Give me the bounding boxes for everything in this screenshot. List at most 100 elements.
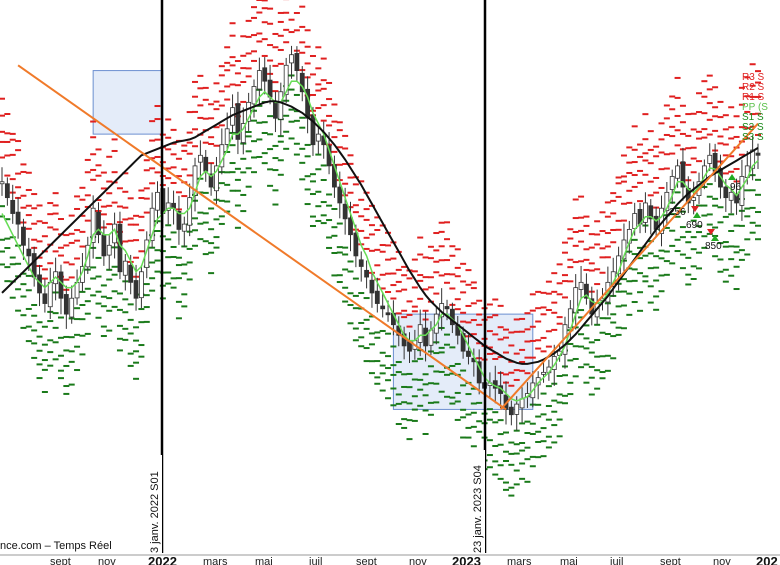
candle-body (117, 223, 123, 273)
candle-body (519, 398, 525, 409)
candle-body (348, 217, 353, 236)
sr-label: R2 S (742, 82, 765, 93)
candle-body (364, 269, 369, 278)
month-label: nov (409, 556, 427, 565)
annotation-label: 256 (669, 207, 686, 218)
moving-average-short (1, 80, 759, 402)
candle-body (63, 294, 69, 315)
candle-body (669, 176, 675, 190)
month-label: juil (609, 556, 623, 565)
candle-body (353, 232, 359, 257)
candle-body (578, 281, 584, 290)
candle-body (648, 205, 654, 220)
sr-label: R1 S (742, 92, 765, 103)
month-label: nov (98, 556, 116, 565)
candle-body (10, 199, 16, 214)
candle-body (675, 165, 680, 179)
candle-body (208, 173, 214, 188)
annotation-label: 850 (705, 241, 722, 252)
signal-annotations: 256 690 850 96 (669, 174, 742, 252)
candle-body (385, 312, 391, 316)
year-label: 202 (756, 554, 778, 565)
candle-body (203, 156, 209, 172)
month-label: mai (255, 556, 273, 565)
candle-body (90, 207, 96, 243)
candle-body (289, 54, 294, 64)
down-arrow-icon (707, 229, 715, 235)
candle-body (176, 211, 182, 230)
up-arrow-icon (728, 174, 736, 180)
candle-body (133, 280, 139, 299)
candle-body (374, 290, 380, 304)
candle-body (294, 53, 300, 71)
candle-body (4, 183, 10, 199)
candle-body (224, 128, 230, 145)
month-label: mai (560, 556, 578, 565)
candle-body (664, 191, 670, 212)
candle-body (267, 79, 273, 98)
sr-label: S1 S (742, 112, 764, 123)
sr-label: S3 S (742, 132, 764, 143)
down-arrow-icon (691, 206, 699, 212)
candle-body (337, 186, 343, 204)
candle-body (128, 264, 134, 283)
downtrend-line (17, 64, 507, 411)
candle-body (283, 64, 289, 96)
candle-body (106, 244, 112, 256)
candle-body (214, 165, 219, 192)
candle-body (149, 207, 155, 242)
sr-label: S2 S (742, 122, 764, 133)
candle-body (643, 202, 648, 223)
annotation-label: 96 (730, 182, 742, 193)
trend-lines (17, 64, 759, 411)
source-label: nce.com – Temps Réel (0, 540, 112, 552)
candle-body (460, 333, 466, 352)
candle-body (139, 271, 144, 299)
candle-body (240, 123, 246, 143)
candle-body (380, 305, 386, 310)
candle-body (310, 114, 316, 146)
candle-body (21, 226, 26, 246)
candle-body (256, 70, 262, 90)
year-label: 2022 (148, 554, 177, 565)
x-axis: sept nov 2022 mars mai juil sept nov 202… (50, 554, 778, 565)
sr-label: PP (S (742, 102, 768, 113)
candle-body (444, 306, 450, 310)
candle-body (680, 161, 686, 188)
candle-body (96, 211, 101, 236)
period-marker-2023: 23 janv. 2023 S04 (472, 465, 484, 553)
candle-body (144, 239, 150, 268)
candle-body (155, 191, 160, 211)
candle-body (58, 271, 64, 299)
candle-body (101, 234, 107, 257)
up-arrow-icon (693, 212, 701, 218)
candle-body (423, 327, 428, 347)
year-label: 2023 (452, 554, 481, 565)
month-label: sept (660, 556, 681, 565)
uptrend-line (499, 122, 759, 411)
candle-body (235, 103, 241, 140)
month-label: mars (507, 556, 532, 565)
candle-body (246, 101, 252, 122)
candle-body (187, 197, 193, 226)
month-label: sept (50, 556, 71, 565)
candle-body (541, 371, 546, 375)
candle-body (755, 152, 761, 156)
month-label: sept (356, 556, 377, 565)
candle-body (417, 324, 423, 343)
candle-body (251, 86, 257, 105)
candle-body (466, 350, 471, 357)
candle-body (514, 403, 520, 415)
candle-body (299, 72, 305, 93)
candle-body (47, 281, 53, 308)
candle-body (69, 297, 75, 318)
sr-label: R3 S (742, 72, 765, 83)
candle-body (15, 211, 21, 225)
candle-body (707, 154, 713, 164)
candle-body (342, 203, 348, 220)
candle-body (197, 154, 203, 163)
month-label: nov (713, 556, 731, 565)
candle-body (584, 283, 589, 299)
candle-body (632, 213, 638, 229)
candle-body (691, 197, 697, 201)
